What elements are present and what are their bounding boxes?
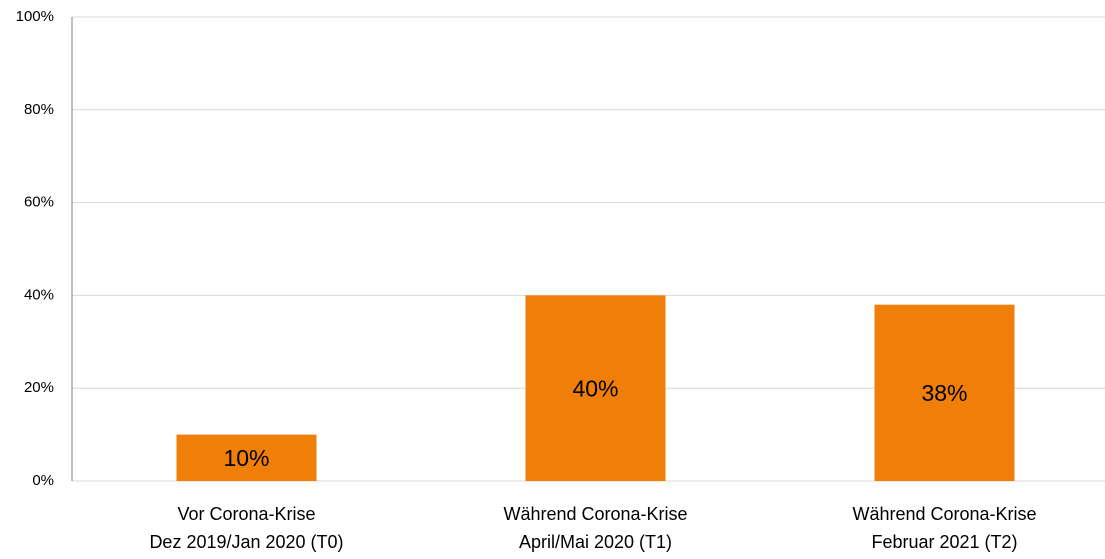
value-label: 38% <box>921 380 967 406</box>
value-label: 40% <box>572 375 618 401</box>
y-tick-label: 60% <box>24 194 54 211</box>
y-tick-label: 80% <box>24 101 54 118</box>
x-tick-label: Während Corona-Krise <box>503 504 687 524</box>
y-tick-label: 100% <box>16 8 54 25</box>
x-tick-label: April/Mai 2020 (T1) <box>519 532 672 552</box>
bar <box>525 295 666 481</box>
x-tick-label: Februar 2021 (T2) <box>871 532 1017 552</box>
x-tick-label: Vor Corona-Krise <box>177 504 315 524</box>
y-tick-label: 0% <box>32 472 54 489</box>
value-label: 10% <box>223 445 269 471</box>
bar <box>176 434 317 481</box>
y-tick-label: 20% <box>24 379 54 396</box>
bar <box>874 304 1015 481</box>
x-tick-label: Während Corona-Krise <box>852 504 1036 524</box>
x-tick-label: Dez 2019/Jan 2020 (T0) <box>149 532 343 552</box>
y-tick-label: 40% <box>24 286 54 303</box>
